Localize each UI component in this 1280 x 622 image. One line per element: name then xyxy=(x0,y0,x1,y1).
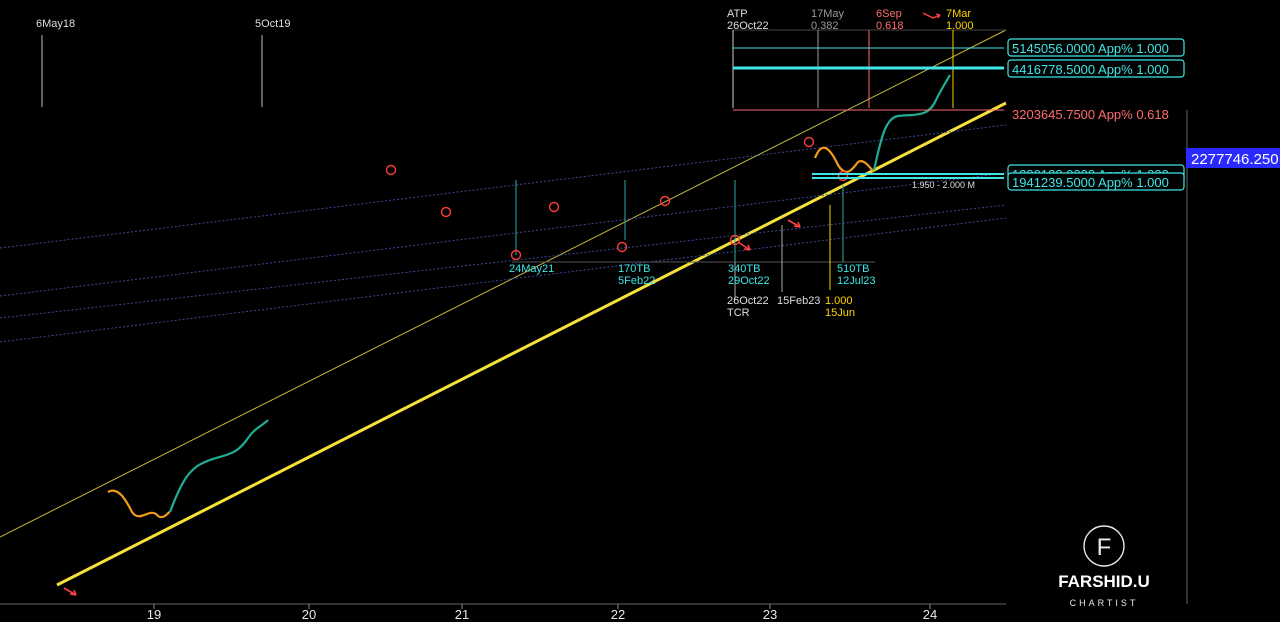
watermark-name: FARSHID.U xyxy=(1058,572,1150,591)
price-level-box xyxy=(1007,59,1185,78)
fib-atp-label: ATP xyxy=(727,8,748,20)
touch-arrow-0 xyxy=(63,587,77,596)
top-marker-label: 5Oct19 xyxy=(255,18,290,30)
fib-header-date: 6Sep xyxy=(876,8,902,20)
price-level-label: 1941239.5000 App% 1.000 xyxy=(1012,175,1169,190)
last-price-box xyxy=(1186,148,1280,168)
dotted-channel-bottom xyxy=(0,217,1007,343)
x-axis: 19 20 21 22 23 24 xyxy=(0,603,1006,622)
fib-header-ratio: 0.618 xyxy=(876,20,904,32)
price-level-label: 5145056.0000 App% 1.000 xyxy=(1012,41,1169,56)
dotted-channel-lower xyxy=(0,204,1007,319)
x-tick-label: 20 xyxy=(302,607,316,622)
fib-header-date: 7Mar xyxy=(946,8,971,20)
pivot-circle-3 xyxy=(548,201,560,213)
watermark: F FARSHID.U CHARTIST xyxy=(1058,525,1150,608)
wave-green-projection xyxy=(872,74,951,171)
annotation-label: 340TB xyxy=(728,263,760,275)
annotation-label: 15Jun xyxy=(825,307,855,319)
dotted-channel-upper xyxy=(0,124,1007,249)
price-level-label: 4416778.5000 App% 1.000 xyxy=(1012,62,1169,77)
annotation-label: 26Oct22 xyxy=(727,295,769,307)
pivot-circle-6 xyxy=(729,234,741,246)
trend-support-line xyxy=(56,101,1007,587)
annotation-label: 5Feb22 xyxy=(618,275,655,287)
touch-arrow-2 xyxy=(787,219,801,228)
price-level-label: 3203645.7500 App% 0.618 xyxy=(1012,107,1169,122)
annotation-label: 15Feb23 xyxy=(777,295,820,307)
wave-orange-projection xyxy=(813,146,875,173)
wave-orange-early xyxy=(107,489,171,519)
annotation-label: 510TB xyxy=(837,263,869,275)
annotation-label: 29Oct22 xyxy=(728,275,770,287)
pivot-circle-8 xyxy=(837,170,849,182)
dotted-channel-mid xyxy=(0,172,1007,297)
x-tick-label: 23 xyxy=(763,607,777,622)
annotation-label: 1.950 - 2.000 M xyxy=(912,180,975,190)
x-tick-label: 22 xyxy=(611,607,625,622)
logo-monogram: F xyxy=(1097,534,1112,561)
fib-header-ratio: 0.382 xyxy=(811,20,839,32)
x-tick-label: 19 xyxy=(147,607,161,622)
trend-resistance-line xyxy=(0,29,1007,538)
logo-circle xyxy=(1083,525,1125,567)
watermark-subtitle: CHARTIST xyxy=(1070,598,1139,608)
pivot-circle-0 xyxy=(385,164,397,176)
x-tick-label: 24 xyxy=(923,607,937,622)
pivot-circle-7 xyxy=(803,136,815,148)
last-price-label: 2277746.250 xyxy=(1191,151,1279,168)
price-level-box xyxy=(1007,172,1185,191)
top-marker-label: 6May18 xyxy=(36,18,75,30)
annotation-label: 24May21 xyxy=(509,263,554,275)
chart-labels: 6May18 5Oct19ATP26Oct2217May0.3826Sep0.61… xyxy=(36,8,1185,319)
pivot-circle-2 xyxy=(510,249,522,261)
fib-projection-box xyxy=(732,29,1006,179)
price-level-box xyxy=(1007,38,1185,57)
touch-arrows xyxy=(63,12,941,596)
y-axis: 3000000.00002500000.00002000000.00001500… xyxy=(1186,110,1280,604)
pivot-circle-1 xyxy=(440,206,452,218)
x-tick-label: 21 xyxy=(455,607,469,622)
channel-lines xyxy=(0,29,1007,587)
pivot-circle-4 xyxy=(616,241,628,253)
fib-header-date: 17May xyxy=(811,8,845,20)
annotation-label: 1.000 xyxy=(825,295,853,307)
annotation-label: 12Jul23 xyxy=(837,275,876,287)
vertical-time-markers xyxy=(41,35,844,300)
projected-waves xyxy=(107,74,951,519)
fib-atp-date: 26Oct22 xyxy=(727,20,769,32)
pivot-circle-5 xyxy=(659,195,671,207)
annotation-label: TCR xyxy=(727,307,750,319)
header-arrow xyxy=(922,12,941,19)
wave-green-early xyxy=(168,419,269,513)
annotation-label: 170TB xyxy=(618,263,650,275)
pivot-markers xyxy=(385,136,849,261)
touch-arrow-1 xyxy=(737,241,751,251)
fib-header-ratio: 1.000 xyxy=(946,20,974,32)
